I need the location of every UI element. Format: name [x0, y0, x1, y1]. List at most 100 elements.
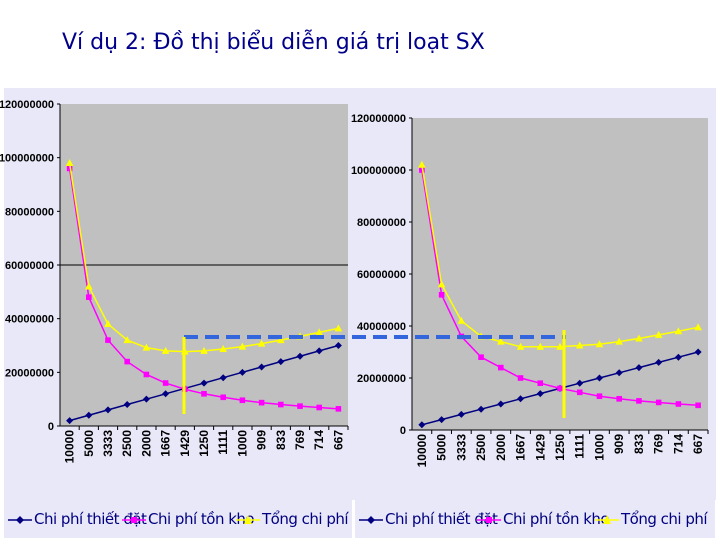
legend-item: Tổng chi phí [236, 510, 349, 528]
legend-marker-icon [236, 514, 260, 524]
y-tick-label: 0 [48, 421, 54, 433]
series-point [576, 389, 583, 396]
x-tick-label: 3333 [101, 430, 115, 457]
series-point [257, 339, 266, 347]
series-point [220, 394, 226, 401]
legend-item: Chi phí tồn kho [477, 510, 610, 528]
x-tick-label: 769 [652, 434, 666, 454]
plot-area [412, 118, 708, 430]
series-point [200, 379, 208, 387]
y-tick-label: 20000000 [357, 373, 406, 385]
series-point [239, 397, 246, 404]
legend-item: Chi phí tồn kho [122, 510, 255, 528]
x-tick-label: 2500 [474, 434, 488, 461]
series-point [105, 337, 111, 343]
x-tick-label: 714 [671, 434, 685, 454]
series-point [296, 352, 304, 360]
series-point [457, 410, 465, 418]
series-point [200, 346, 208, 354]
series-point [418, 421, 426, 429]
x-tick-label: 2000 [139, 430, 153, 457]
series-point [258, 363, 266, 371]
series-point [161, 346, 170, 354]
x-tick-label: 714 [312, 430, 326, 450]
series-point [576, 379, 584, 387]
x-tick-label: 3333 [454, 434, 468, 461]
series-point [635, 334, 643, 342]
y-tick-label: 0 [400, 425, 406, 437]
series-point [654, 330, 663, 338]
series-point [694, 348, 702, 356]
series-point [516, 342, 525, 350]
legend-item: Chi phí thiết đặt [8, 510, 147, 528]
series-point [536, 342, 545, 350]
x-tick-label: 1111 [573, 434, 587, 459]
y-tick-label: 120000000 [351, 113, 406, 125]
series-point [219, 344, 227, 352]
series-point [615, 369, 623, 377]
series-point [517, 395, 525, 403]
page-title: Ví dụ 2: Đồ thị biểu diễn giá trị loạt S… [62, 30, 485, 55]
legend-marker-icon [595, 514, 619, 524]
series-point [162, 390, 170, 398]
x-tick-label: 1000 [235, 430, 249, 457]
legend-label: Tổng chi phí [621, 510, 708, 528]
y-tick-label: 60000000 [357, 269, 406, 281]
x-tick-label: 1667 [159, 430, 173, 457]
legend-item: Chi phí thiết đặt [359, 510, 498, 528]
series-point [438, 292, 445, 298]
series-point [655, 358, 663, 366]
x-tick-label: 10000 [415, 434, 429, 468]
series-point [297, 403, 303, 409]
series-point [315, 347, 323, 355]
series-point [238, 368, 246, 376]
series-point [695, 402, 701, 409]
x-tick-label: 1250 [197, 430, 211, 457]
legend-label: Chi phí tồn kho [148, 510, 255, 528]
series-point [497, 337, 505, 345]
y-tick-label: 100000000 [351, 165, 406, 177]
series-point [575, 341, 584, 349]
series-point [556, 342, 564, 350]
legend-label: Chi phí thiết đặt [385, 510, 498, 528]
series-point [142, 343, 151, 351]
series-point [595, 374, 603, 382]
legend-marker-icon [122, 516, 146, 523]
series-point [498, 364, 504, 371]
series-point [277, 336, 285, 344]
series-point [478, 354, 484, 360]
legend-marker-icon [477, 516, 501, 523]
x-tick-label: 5000 [435, 434, 449, 461]
x-tick-label: 909 [612, 434, 626, 454]
series-point [142, 395, 150, 403]
series-point [537, 380, 544, 386]
y-tick-label: 80000000 [357, 217, 406, 229]
series-point [517, 375, 524, 381]
series-point [258, 399, 265, 406]
x-tick-label: 1250 [553, 434, 567, 461]
series-point [497, 400, 505, 408]
x-tick-label: 1000 [592, 434, 606, 461]
series-point [65, 159, 74, 167]
x-tick-label: 1667 [514, 434, 528, 461]
x-tick-label: 667 [691, 434, 705, 454]
legend-label: Tổng chi phí [262, 510, 349, 528]
series-point [104, 320, 112, 328]
series-point [655, 399, 662, 406]
x-tick-label: 2000 [494, 434, 508, 461]
series-point [675, 401, 682, 407]
y-tick-label: 80000000 [5, 206, 54, 218]
series-point [201, 391, 207, 397]
series-point [635, 364, 643, 372]
x-tick-label: 5000 [82, 430, 96, 457]
y-tick-label: 40000000 [357, 321, 406, 333]
x-tick-label: 833 [274, 430, 288, 450]
series-point [104, 406, 112, 414]
series-point [85, 282, 93, 290]
series-point [278, 401, 284, 408]
series-point [674, 353, 682, 361]
legend-marker-icon [359, 515, 383, 524]
series-point [334, 342, 342, 349]
series-point [616, 396, 622, 402]
